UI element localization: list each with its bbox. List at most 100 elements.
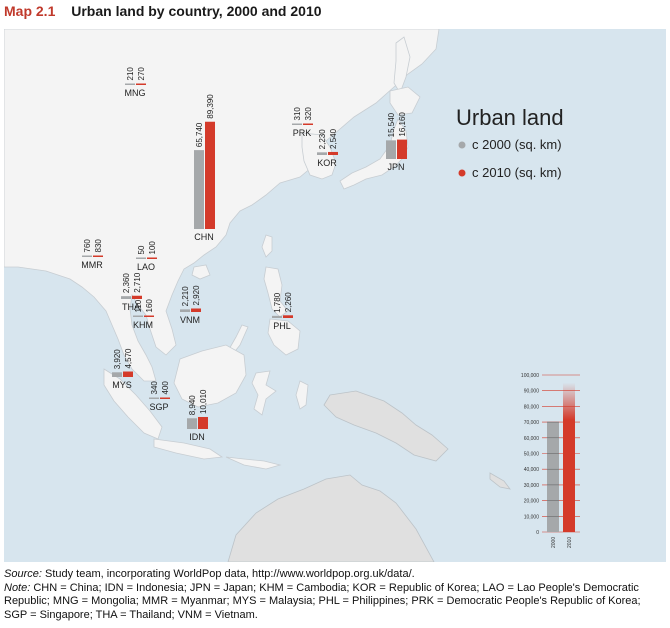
value-mmr-2000: 760 — [83, 239, 92, 253]
land-hokkaido — [389, 86, 421, 116]
country-code-lao: LAO — [137, 262, 155, 272]
value-mng-2010: 270 — [137, 67, 146, 81]
bar-idn-2010 — [198, 416, 208, 429]
bar-jpn-2010 — [397, 139, 407, 159]
value-tha-2010: 2,710 — [133, 272, 142, 293]
map-title: Urban land by country, 2000 and 2010 — [71, 3, 322, 19]
value-mys-2010: 4,570 — [124, 348, 133, 369]
value-phl-2000: 1,780 — [273, 292, 282, 313]
value-lao-2000: 50 — [137, 245, 146, 254]
scale-tick-label: 20,000 — [524, 499, 540, 505]
land-sakhalin — [393, 36, 411, 94]
bar-mmr-2010 — [93, 255, 103, 257]
country-code-sgp: SGP — [149, 402, 168, 412]
source-label: Source: — [4, 568, 42, 580]
legend-title: Urban land — [456, 105, 564, 130]
land-borneo — [173, 344, 247, 408]
country-code-chn: CHN — [194, 232, 214, 242]
bar-kor-2000 — [317, 152, 327, 155]
country-code-vnm: VNM — [180, 315, 200, 325]
bar-tha-2010 — [132, 295, 142, 299]
land-taiwan — [261, 234, 273, 258]
value-idn-2000: 8,940 — [188, 395, 197, 416]
scale-tick-label: 30,000 — [524, 483, 540, 489]
scale-tick-label: 50,000 — [524, 452, 540, 458]
legend-item-2010: c 2010 (sq. km) — [472, 165, 562, 180]
land-australia — [227, 474, 435, 562]
country-code-khm: KHM — [133, 320, 153, 330]
land-sumatra — [103, 368, 163, 440]
land-new-guinea — [323, 390, 449, 462]
country-code-mys: MYS — [112, 380, 132, 390]
country-code-mmr: MMR — [81, 260, 103, 270]
bar-tha-2000 — [121, 296, 131, 299]
land-sulawesi — [251, 370, 277, 416]
bar-chn-2000 — [194, 150, 204, 229]
country-code-tha: THA — [122, 302, 140, 312]
land-hainan — [191, 264, 211, 280]
scale-tick-label: 0 — [536, 530, 539, 536]
value-jpn-2010: 16,160 — [398, 112, 407, 137]
value-prk-2000: 310 — [293, 107, 302, 121]
map-title-row: Map 2.1 Urban land by country, 2000 and … — [4, 3, 322, 23]
land-asia-mainland — [4, 29, 440, 382]
country-code-jpn: JPN — [387, 162, 404, 172]
bar-sgp-2000 — [149, 397, 159, 399]
note-text: CHN = China; IDN = Indonesia; JPN = Japa… — [4, 581, 641, 621]
map-notes: Source: Study team, incorporating WorldP… — [4, 568, 666, 622]
value-mys-2000: 3,920 — [113, 349, 122, 370]
legend-item-2000: c 2000 (sq. km) — [472, 137, 562, 152]
value-jpn-2000: 15,540 — [387, 112, 396, 137]
country-code-prk: PRK — [293, 128, 312, 138]
scale-tick-label: 90,000 — [524, 389, 540, 395]
bar-khm-2000 — [133, 315, 143, 317]
value-idn-2010: 10,010 — [199, 389, 208, 414]
scale-tick-label: 10,000 — [524, 514, 540, 520]
value-sgp-2010: 400 — [161, 381, 170, 395]
country-code-idn: IDN — [189, 432, 205, 442]
bar-phl-2000 — [272, 315, 282, 318]
value-khm-2000: 110 — [134, 299, 143, 312]
value-chn-2000: 65,740 — [195, 122, 204, 147]
bar-vnm-2010 — [191, 308, 201, 312]
scale-tick-label: 70,000 — [524, 420, 540, 426]
land-maluku — [295, 380, 309, 410]
country-code-mng: MNG — [125, 88, 146, 98]
scale-tick-label: 80,000 — [524, 404, 540, 410]
value-lao-2010: 100 — [148, 241, 157, 255]
country-code-kor: KOR — [317, 158, 337, 168]
bar-sgp-2010 — [160, 397, 170, 399]
land-lesser-sunda — [225, 456, 282, 470]
map-number: Map 2.1 — [4, 3, 56, 19]
value-mmr-2010: 830 — [94, 239, 103, 253]
value-tha-2000: 2,360 — [122, 273, 131, 294]
scale-bar-2010 — [563, 382, 575, 532]
bar-lao-2000 — [136, 257, 146, 259]
scale-bar-2000 — [547, 422, 559, 532]
bar-kor-2010 — [328, 151, 338, 155]
bar-mng-2000 — [125, 83, 135, 85]
bar-prk-2010 — [303, 123, 313, 125]
value-khm-2010: 160 — [145, 299, 154, 313]
bar-lao-2010 — [147, 257, 157, 259]
bar-idn-2000 — [187, 418, 197, 429]
land-java — [153, 438, 224, 460]
land-solomon — [489, 472, 511, 490]
scale-year-2010: 2010 — [567, 537, 573, 548]
bar-chn-2010 — [205, 121, 215, 229]
bar-mys-2010 — [123, 371, 133, 377]
legend-swatch-2000 — [458, 141, 466, 149]
value-kor-2000: 2,230 — [318, 129, 327, 150]
land-mindanao — [267, 318, 301, 356]
value-mng-2000: 210 — [126, 67, 135, 81]
note-label: Note: — [4, 581, 31, 594]
value-vnm-2000: 2,210 — [181, 286, 190, 307]
map-area: 210 270 MNG 65,740 89,390 CHN 310 320 PRK 2,230 2,… — [4, 29, 666, 562]
value-kor-2010: 2,540 — [329, 128, 338, 149]
value-prk-2010: 320 — [304, 107, 313, 121]
bar-phl-2010 — [283, 315, 293, 318]
land-korea — [301, 132, 337, 180]
bar-vnm-2000 — [180, 309, 190, 312]
land-luzon — [263, 266, 289, 318]
bar-jpn-2000 — [386, 140, 396, 159]
